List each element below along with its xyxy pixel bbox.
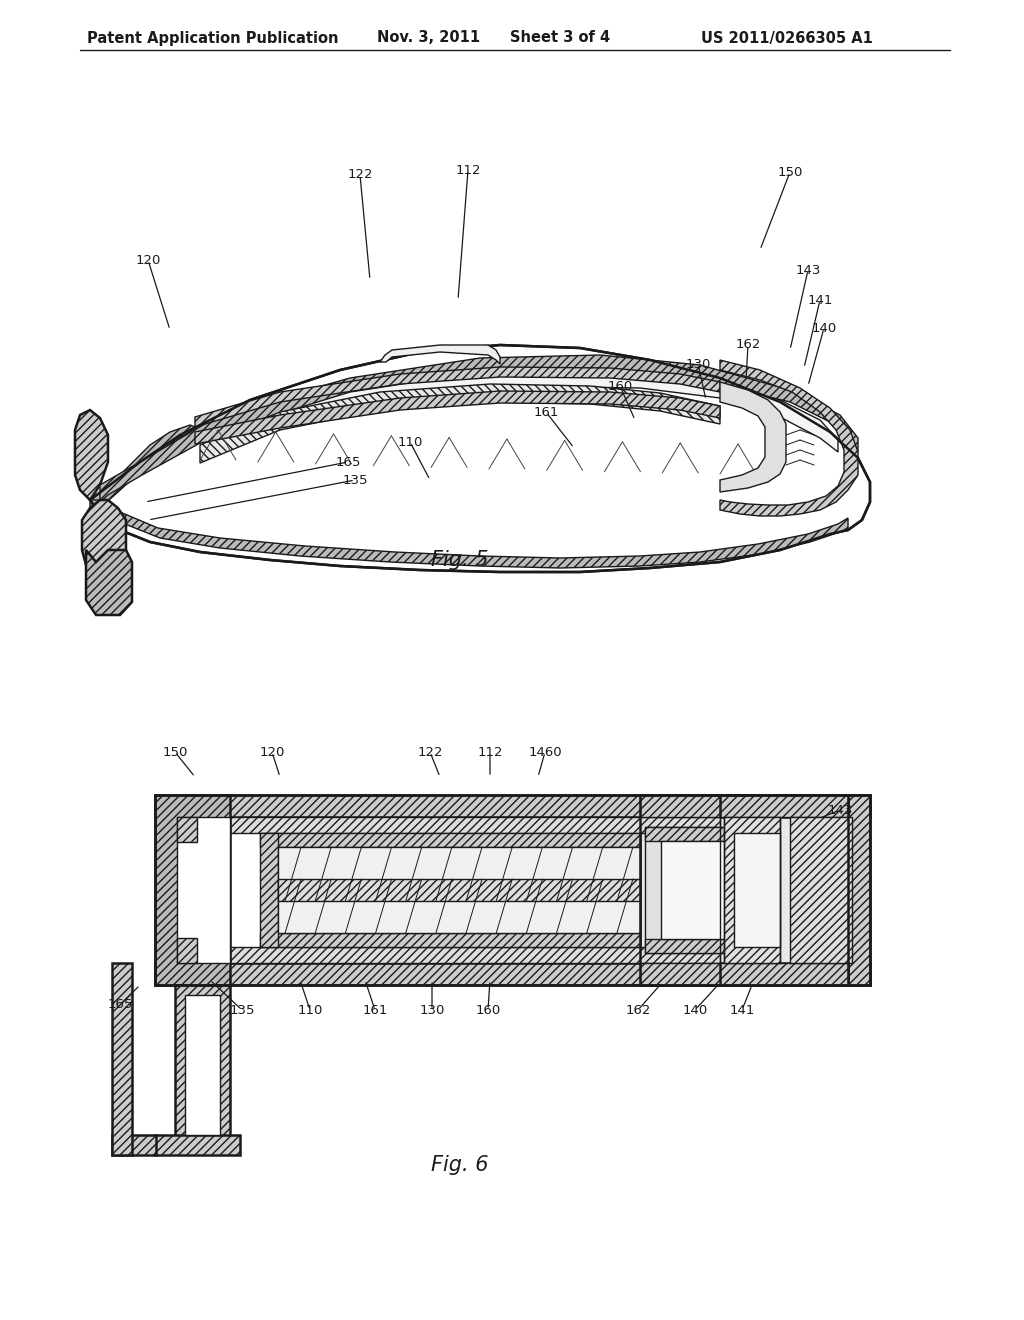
Polygon shape	[200, 384, 720, 463]
Text: 143: 143	[796, 264, 820, 276]
Polygon shape	[195, 367, 720, 426]
Bar	[724, 817, 780, 964]
Polygon shape	[82, 500, 126, 572]
Text: Fig. 6: Fig. 6	[431, 1155, 488, 1175]
Bar	[640, 795, 848, 985]
Bar	[155, 795, 230, 985]
Bar	[260, 833, 640, 946]
Bar	[662, 841, 770, 939]
Bar	[640, 795, 848, 817]
Polygon shape	[90, 345, 870, 572]
Bar	[734, 833, 780, 946]
Bar	[645, 939, 770, 953]
Bar	[278, 847, 640, 933]
Text: 141: 141	[807, 293, 833, 306]
Text: 165: 165	[335, 455, 360, 469]
Bar	[177, 817, 230, 964]
Bar	[112, 1135, 156, 1155]
Polygon shape	[720, 381, 786, 492]
Bar	[155, 964, 870, 985]
Polygon shape	[195, 391, 720, 444]
Bar	[645, 828, 770, 953]
Bar	[260, 833, 278, 946]
Bar	[848, 795, 870, 985]
Text: 150: 150	[163, 746, 187, 759]
Bar	[177, 939, 197, 964]
Text: Patent Application Publication: Patent Application Publication	[87, 30, 339, 45]
Text: 1460: 1460	[528, 746, 562, 759]
Bar	[260, 933, 640, 946]
Text: 162: 162	[626, 1003, 650, 1016]
Text: 120: 120	[135, 253, 161, 267]
Text: 135: 135	[342, 474, 368, 487]
Polygon shape	[100, 355, 858, 502]
Bar	[177, 817, 197, 842]
Text: Fig. 5: Fig. 5	[431, 550, 488, 570]
Text: 120: 120	[259, 746, 285, 759]
Text: 135: 135	[229, 1003, 255, 1016]
Bar	[112, 964, 132, 1155]
Text: US 2011/0266305 A1: US 2011/0266305 A1	[701, 30, 873, 45]
Bar	[230, 817, 720, 833]
Text: 161: 161	[534, 405, 559, 418]
Text: 140: 140	[682, 1003, 708, 1016]
Text: 165: 165	[108, 998, 133, 1011]
Polygon shape	[195, 370, 838, 451]
Bar	[155, 1135, 240, 1155]
Polygon shape	[86, 550, 132, 615]
Text: 130: 130	[685, 358, 711, 371]
Polygon shape	[90, 500, 848, 568]
Text: 122: 122	[347, 169, 373, 181]
Text: Sheet 3 of 4: Sheet 3 of 4	[510, 30, 610, 45]
Polygon shape	[380, 345, 500, 364]
Bar	[230, 946, 720, 964]
Text: 160: 160	[607, 380, 633, 392]
Text: 161: 161	[362, 1003, 388, 1016]
Bar	[155, 795, 870, 817]
Text: 140: 140	[811, 322, 837, 334]
Text: 110: 110	[297, 1003, 323, 1016]
Text: 141: 141	[729, 1003, 755, 1016]
Polygon shape	[720, 360, 858, 516]
Polygon shape	[75, 411, 108, 500]
Text: 122: 122	[417, 746, 442, 759]
Text: 112: 112	[477, 746, 503, 759]
Polygon shape	[90, 425, 195, 515]
Bar	[278, 879, 640, 902]
Text: 150: 150	[777, 165, 803, 178]
Text: 130: 130	[419, 1003, 444, 1016]
Text: 160: 160	[475, 1003, 501, 1016]
Bar	[640, 964, 848, 985]
Text: 110: 110	[397, 436, 423, 449]
Text: 112: 112	[456, 164, 480, 177]
Bar	[175, 985, 230, 1144]
Bar	[260, 833, 640, 847]
Text: 162: 162	[735, 338, 761, 351]
Bar	[640, 795, 848, 985]
Text: 143: 143	[827, 804, 853, 817]
Bar	[185, 995, 220, 1135]
Text: Nov. 3, 2011: Nov. 3, 2011	[377, 30, 480, 45]
Bar	[645, 828, 770, 841]
Bar	[790, 817, 852, 964]
